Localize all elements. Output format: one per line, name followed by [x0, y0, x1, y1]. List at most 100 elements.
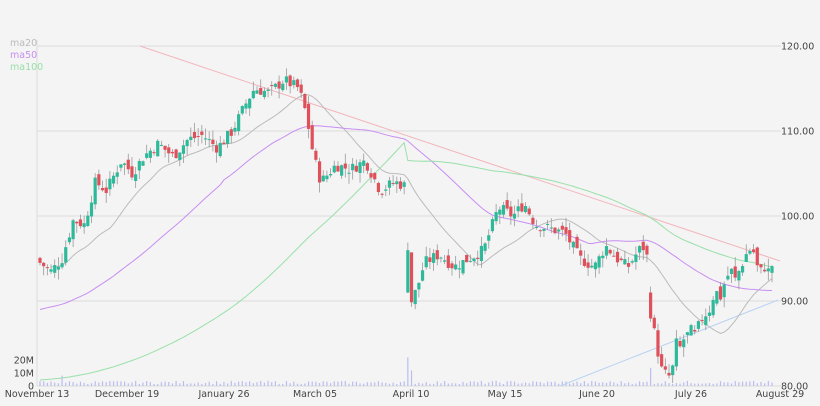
volume-bar — [57, 383, 59, 386]
candle-up — [457, 268, 461, 270]
candle-down — [446, 255, 450, 268]
volume-bar — [624, 383, 626, 386]
date-tick-label: June 20 — [578, 389, 615, 400]
candle-down — [365, 163, 369, 171]
candle-up — [501, 205, 506, 215]
candle-up — [203, 138, 208, 140]
volume-bar — [179, 383, 181, 386]
candle-up — [56, 266, 60, 270]
volume-bar — [661, 383, 663, 386]
candle-down — [755, 247, 759, 266]
volume-bar — [749, 381, 751, 386]
candle-down — [652, 317, 656, 329]
volume-bar — [348, 383, 350, 386]
candle-up — [145, 153, 149, 158]
volume-bar — [616, 383, 619, 386]
candle-up — [623, 259, 627, 265]
candle-up — [454, 264, 458, 270]
volume-bar — [745, 381, 747, 386]
price-tick-label: 90.00 — [781, 297, 808, 308]
volume-bar — [186, 383, 188, 386]
volume-bar — [385, 382, 387, 386]
candle-up — [251, 90, 255, 99]
volume-bar — [311, 381, 313, 386]
volume-bar — [432, 383, 435, 386]
candle-up — [590, 265, 594, 268]
volume-bar — [76, 383, 78, 386]
volume-bar — [414, 383, 416, 386]
candle-down — [214, 145, 219, 153]
price-tick-label: 80.00 — [781, 382, 808, 393]
volume-bar — [182, 381, 185, 386]
candle-up — [487, 235, 491, 241]
volume-bar — [359, 383, 361, 386]
volume-bar — [668, 383, 670, 386]
volume-bar — [675, 382, 677, 386]
volume-bar — [756, 383, 758, 386]
volume-bar — [142, 382, 144, 386]
candle-up — [395, 181, 399, 185]
volume-bar — [730, 383, 733, 386]
candle-up — [189, 136, 193, 141]
candle-down — [435, 250, 439, 260]
volume-bar — [274, 381, 277, 386]
candle-up — [332, 165, 336, 173]
volume-bar — [212, 383, 214, 386]
candle-up — [557, 229, 561, 232]
candle-up — [82, 223, 86, 228]
candle-up — [431, 253, 436, 263]
candle-down — [752, 249, 756, 252]
date-tick-label: January 26 — [197, 389, 249, 400]
candle-up — [53, 265, 57, 273]
candle-down — [531, 217, 535, 224]
candle-down — [97, 174, 101, 186]
candle-up — [413, 289, 417, 305]
candle-down — [380, 193, 384, 195]
candle-up — [443, 260, 447, 262]
volume-bar — [436, 381, 438, 386]
volume-bar — [646, 381, 648, 386]
volume-bar — [524, 382, 527, 386]
candle-up — [402, 182, 406, 187]
candle-down — [538, 230, 542, 232]
candle-down — [369, 173, 373, 178]
volume-bar — [458, 384, 460, 386]
volume-bar — [399, 382, 402, 386]
volume-bar — [138, 383, 140, 386]
candle-up — [156, 140, 160, 157]
volume-bar — [591, 381, 593, 386]
candle-down — [45, 267, 49, 269]
volume-bar — [90, 383, 93, 386]
volume-bar — [719, 381, 722, 386]
volume-bar — [271, 382, 273, 386]
candle-down — [100, 188, 105, 191]
volume-bar — [219, 383, 221, 386]
candle-up — [523, 206, 528, 213]
candle-down — [733, 266, 737, 278]
candle-up — [181, 145, 186, 154]
volume-bar — [300, 383, 302, 386]
candle-down — [586, 262, 590, 268]
volume-bar — [377, 381, 380, 386]
candle-down — [527, 208, 531, 215]
candle-up — [417, 282, 421, 290]
volume-bar — [54, 382, 56, 386]
volume-bar — [444, 380, 446, 386]
volume-bar — [690, 383, 692, 386]
candle-up — [546, 223, 550, 225]
candle-up — [439, 257, 443, 259]
candle-up — [740, 266, 745, 273]
volume-bar — [697, 383, 700, 386]
volume-bar — [289, 383, 291, 386]
volume-bar — [613, 382, 615, 386]
volume-bar — [657, 383, 659, 386]
candle-down — [299, 84, 303, 93]
volume-bar — [83, 382, 85, 386]
candle-down — [259, 88, 263, 95]
candle-down — [505, 200, 509, 209]
trendlines — [139, 45, 781, 387]
volume-bar — [510, 381, 512, 386]
volume-bar — [499, 382, 501, 386]
